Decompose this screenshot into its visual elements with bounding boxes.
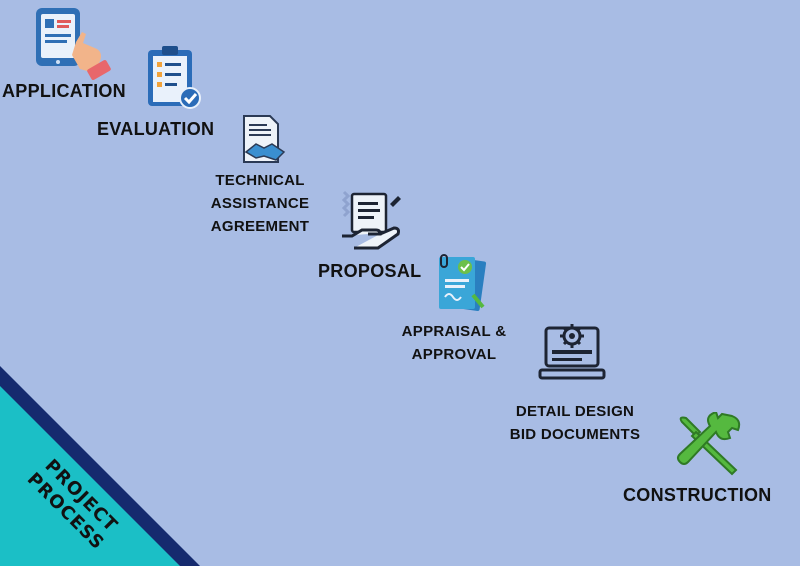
wrench-hammer-icon bbox=[677, 412, 741, 476]
technical-line-3: AGREEMENT bbox=[210, 218, 310, 235]
step-appraisal-approval: APPRAISAL & APPROVAL bbox=[395, 320, 513, 366]
clipboard-check-icon bbox=[148, 46, 201, 109]
appraisal-line-2: APPROVAL bbox=[411, 346, 497, 363]
detail-line-2: BID DOCUMENTS bbox=[509, 426, 641, 443]
step-application: APPLICATION bbox=[2, 81, 126, 101]
step-detail-design: DETAIL DESIGN BID DOCUMENTS bbox=[505, 400, 645, 446]
handshake-document-icon bbox=[243, 115, 286, 163]
step-evaluation: EVALUATION bbox=[97, 119, 215, 139]
detail-line-1: DETAIL DESIGN bbox=[515, 403, 635, 420]
approved-document-icon bbox=[439, 254, 487, 312]
technical-line-1: TECHNICAL bbox=[215, 172, 305, 189]
laptop-gear-icon bbox=[538, 324, 606, 380]
corner-banner bbox=[0, 366, 200, 566]
appraisal-line-1: APPRAISAL & bbox=[401, 323, 507, 340]
step-proposal: PROPOSAL bbox=[318, 261, 422, 281]
step-technical-assistance: TECHNICAL ASSISTANCE AGREEMENT bbox=[210, 169, 310, 238]
hand-document-icon bbox=[341, 190, 401, 250]
technical-line-2: ASSISTANCE bbox=[210, 195, 310, 212]
step-construction: CONSTRUCTION bbox=[623, 485, 772, 505]
tablet-touch-icon bbox=[36, 8, 111, 80]
